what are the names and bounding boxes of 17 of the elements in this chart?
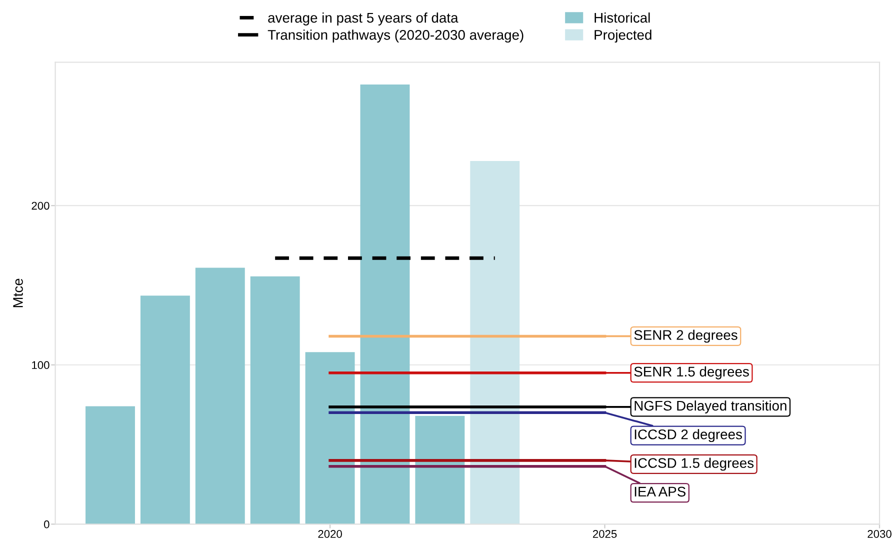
legend-label: NGFS Delayed transition bbox=[634, 400, 786, 414]
legend-label: SENR 2 degrees bbox=[634, 330, 738, 343]
text: ICCSD 2 degrees bbox=[634, 429, 742, 442]
legend-label: average in past 5 years of data bbox=[268, 12, 458, 26]
y-axis-title: Mtce bbox=[13, 278, 23, 308]
legend-label: Historical bbox=[594, 12, 650, 23]
text: IEA APS bbox=[634, 486, 686, 497]
text: Transition pathways (2020-2030 average) bbox=[268, 30, 524, 43]
y-tick-label: 200 bbox=[32, 202, 50, 210]
y-tick-label: 0 bbox=[44, 520, 50, 528]
legend-label: Projected bbox=[594, 30, 652, 43]
y-tick-label: 100 bbox=[32, 361, 50, 370]
legend-label: ICCSD 1.5 degrees bbox=[634, 458, 754, 471]
x-tick-label: 2025 bbox=[592, 530, 617, 538]
x-tick-label: 2020 bbox=[318, 530, 342, 538]
legend-label: SENR 1.5 degrees bbox=[634, 366, 749, 380]
x-tick-label: 2030 bbox=[868, 530, 892, 538]
